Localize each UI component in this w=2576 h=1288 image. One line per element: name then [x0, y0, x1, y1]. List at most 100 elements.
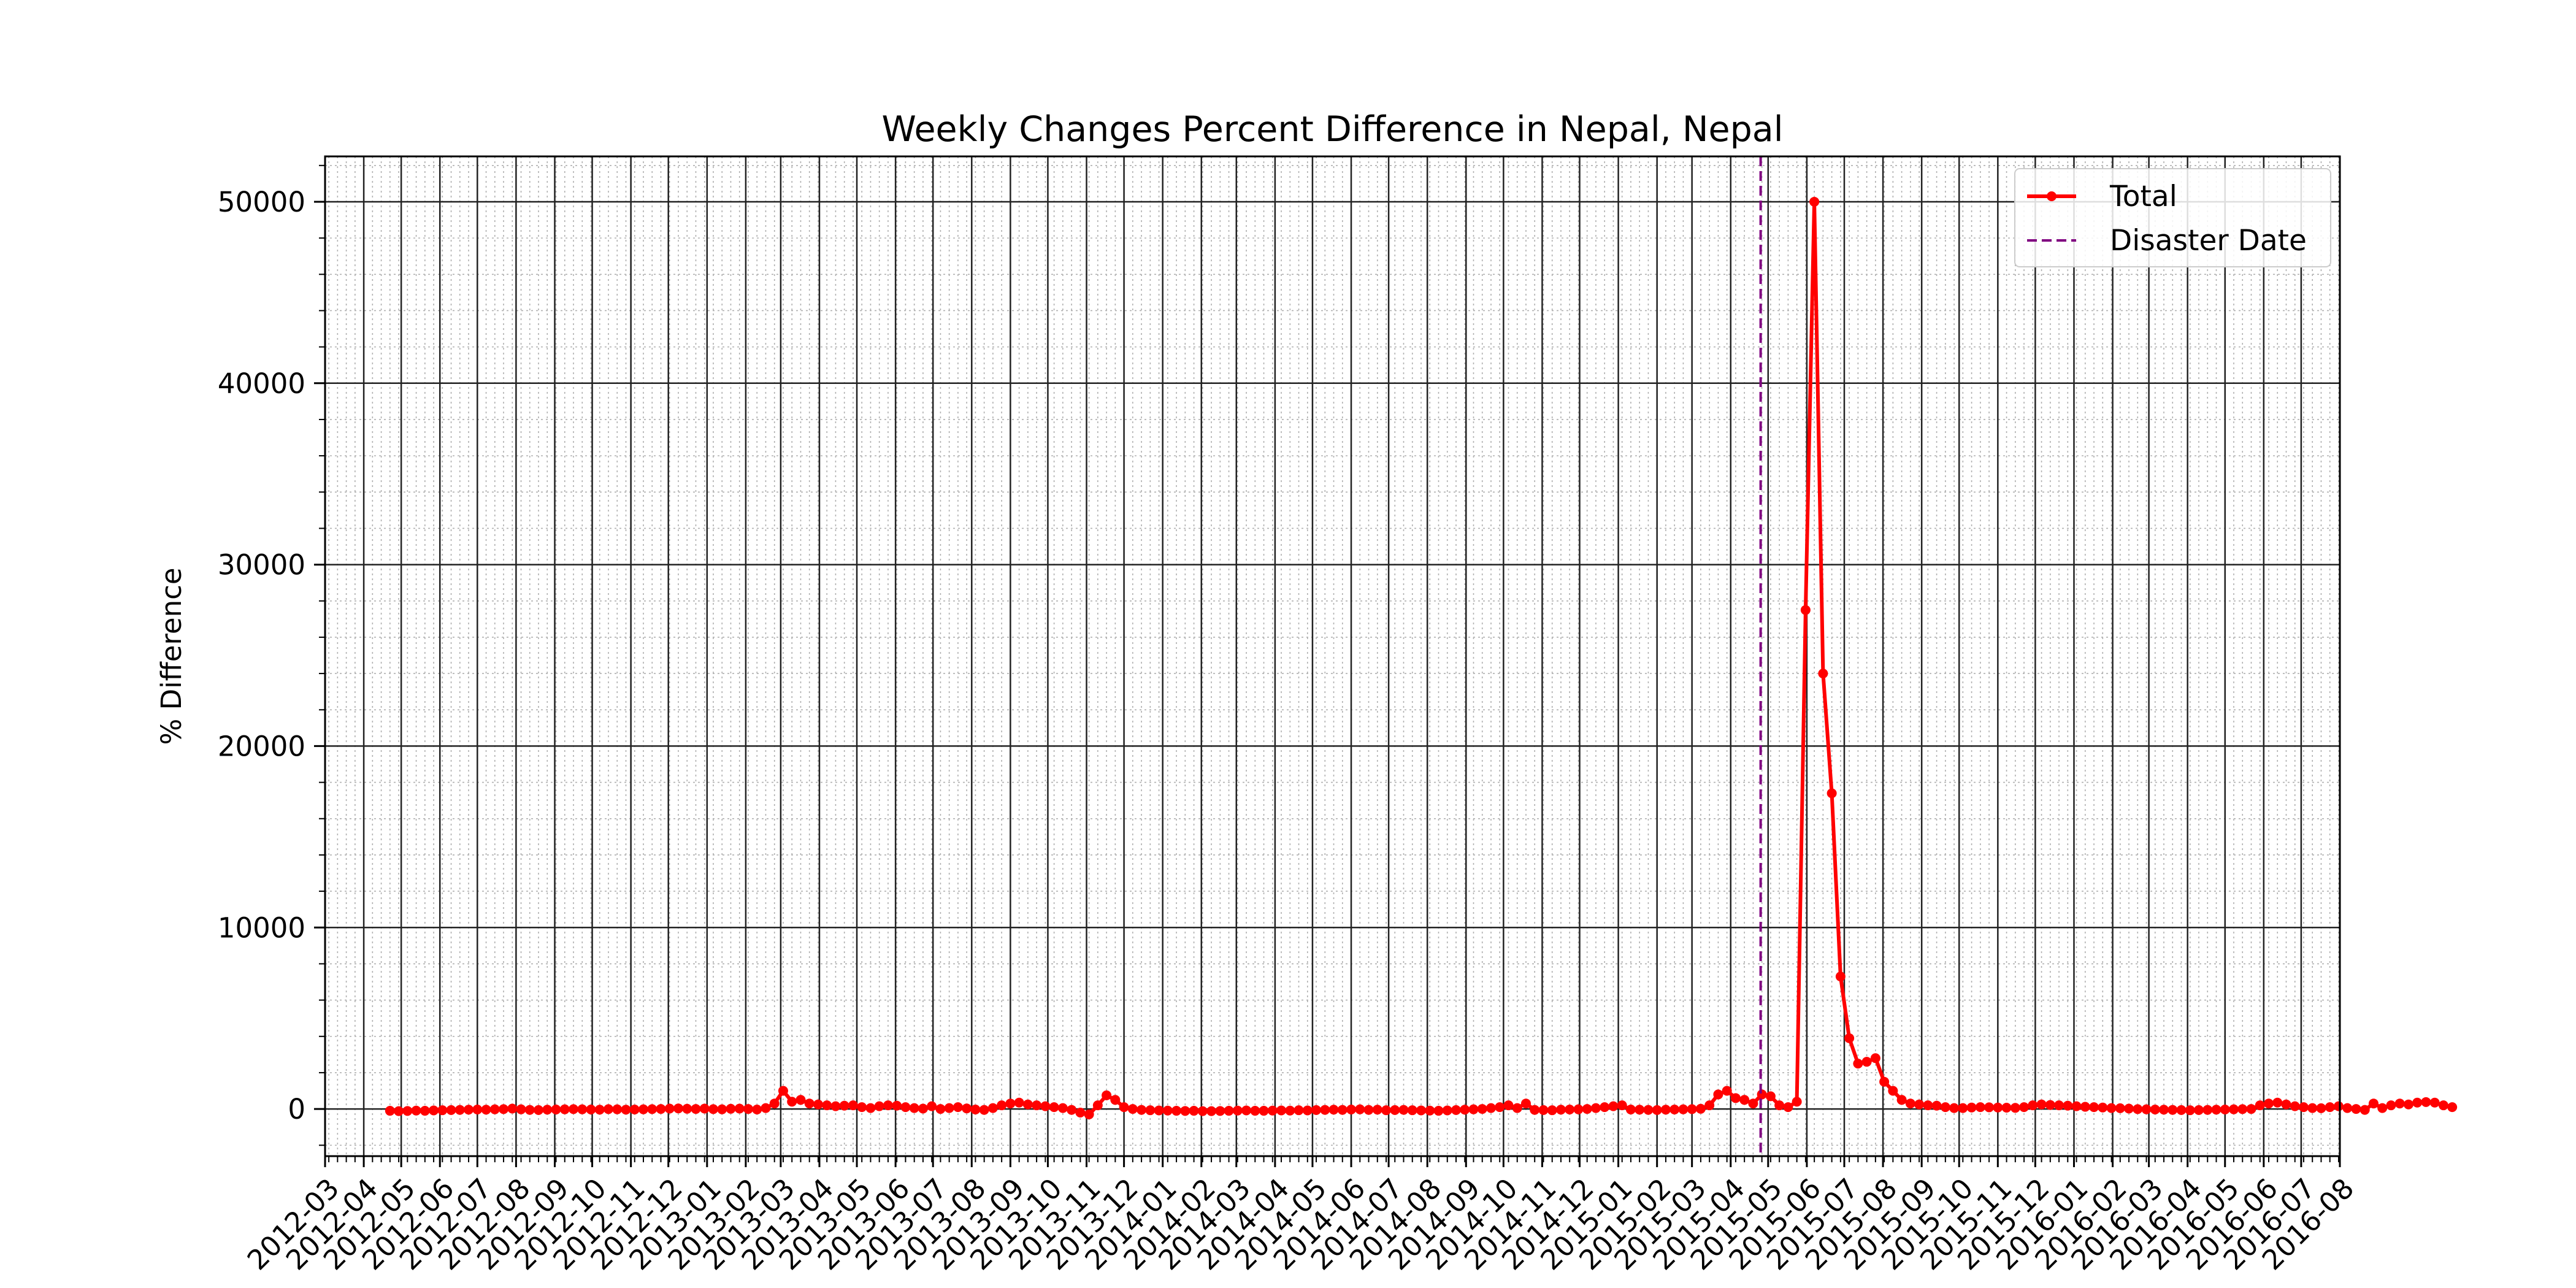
data-point: [1914, 1099, 1925, 1110]
data-point: [673, 1103, 683, 1114]
data-point: [2194, 1105, 2204, 1115]
data-point: [586, 1104, 596, 1114]
data-point: [944, 1103, 954, 1113]
data-point: [1189, 1106, 1199, 1116]
data-point: [524, 1105, 535, 1115]
chart-title: Weekly Changes Percent Difference in Nep…: [881, 109, 1783, 150]
data-point: [2080, 1102, 2090, 1112]
data-point: [2325, 1102, 2335, 1113]
data-point: [507, 1103, 518, 1114]
data-point: [1197, 1106, 1208, 1116]
data-point: [1267, 1105, 1278, 1116]
y-tick-label: 20000: [218, 730, 305, 762]
data-point: [1713, 1089, 1723, 1100]
data-point: [411, 1105, 421, 1116]
data-point: [1232, 1105, 1243, 1116]
data-point: [2447, 1102, 2458, 1113]
data-point: [1503, 1100, 1514, 1111]
data-point: [1853, 1059, 1863, 1069]
data-point: [2272, 1097, 2283, 1108]
data-point: [1923, 1100, 1933, 1111]
data-point: [2281, 1099, 2291, 1110]
data-point: [664, 1103, 675, 1114]
data-point: [1905, 1098, 1915, 1109]
data-point: [708, 1104, 718, 1114]
data-point: [2028, 1100, 2038, 1111]
data-point: [909, 1103, 919, 1113]
data-point: [2359, 1105, 2370, 1115]
data-point: [2063, 1100, 2073, 1111]
data-point: [682, 1103, 692, 1114]
data-point: [717, 1104, 727, 1114]
data-point: [1625, 1104, 1636, 1114]
data-point: [1320, 1105, 1330, 1115]
data-point: [1495, 1102, 1505, 1113]
data-point: [1092, 1100, 1103, 1111]
legend-marker-total: [2047, 191, 2057, 201]
data-point: [594, 1105, 605, 1115]
data-point: [979, 1105, 989, 1115]
data-point: [2255, 1100, 2265, 1111]
data-point: [1302, 1105, 1313, 1116]
data-point: [1966, 1102, 1977, 1113]
data-point: [2263, 1098, 2274, 1109]
data-point: [1530, 1105, 1540, 1115]
data-point: [1730, 1093, 1741, 1103]
data-point: [1975, 1102, 1985, 1113]
y-tick-label: 40000: [218, 367, 305, 400]
data-point: [962, 1103, 972, 1114]
data-point: [2394, 1098, 2405, 1109]
data-point: [1958, 1103, 1968, 1113]
data-point: [2141, 1104, 2152, 1114]
data-point: [2176, 1105, 2187, 1115]
data-point: [1022, 1099, 1033, 1110]
data-point: [1381, 1105, 1392, 1116]
data-point: [1870, 1053, 1880, 1064]
data-point: [1084, 1109, 1094, 1119]
data-point: [1102, 1090, 1112, 1100]
data-point: [1442, 1105, 1452, 1116]
data-point: [516, 1104, 526, 1114]
data-point: [1555, 1105, 1566, 1115]
data-point: [2412, 1097, 2423, 1108]
data-point: [1512, 1103, 1522, 1113]
y-tick-label: 0: [288, 1093, 305, 1125]
data-point: [1888, 1086, 1898, 1096]
data-point: [839, 1100, 849, 1111]
data-point: [1861, 1057, 1872, 1067]
data-point: [2098, 1102, 2108, 1113]
data-point: [2438, 1100, 2448, 1111]
data-point: [1687, 1104, 1697, 1114]
data-point: [1067, 1105, 1077, 1115]
data-point: [2159, 1105, 2169, 1115]
data-point: [1049, 1102, 1059, 1113]
data-point: [2115, 1103, 2125, 1113]
data-point: [2089, 1102, 2099, 1113]
data-point: [2133, 1104, 2143, 1114]
data-point: [1363, 1105, 1374, 1115]
data-point: [1608, 1101, 1619, 1111]
data-point: [1538, 1105, 1549, 1115]
data-point: [1582, 1104, 1592, 1114]
data-point: [577, 1104, 588, 1114]
data-point: [2307, 1103, 2318, 1113]
data-point: [394, 1106, 404, 1116]
data-point: [1294, 1105, 1304, 1116]
data-point: [1573, 1104, 1584, 1114]
data-point: [987, 1103, 998, 1113]
data-point: [1145, 1105, 1156, 1116]
data-point: [865, 1103, 876, 1113]
data-point: [1809, 196, 1820, 207]
data-point: [2237, 1104, 2248, 1114]
data-point: [1005, 1098, 1016, 1109]
data-point: [647, 1104, 657, 1114]
data-point: [1635, 1105, 1645, 1115]
data-point: [638, 1104, 649, 1114]
y-tick-label: 10000: [218, 911, 305, 944]
data-point: [1739, 1095, 1750, 1105]
data-point: [1792, 1097, 1802, 1107]
data-point: [2168, 1105, 2178, 1115]
data-point: [734, 1103, 745, 1114]
data-point: [1137, 1105, 1147, 1115]
y-axis-label: % Difference: [155, 567, 188, 745]
